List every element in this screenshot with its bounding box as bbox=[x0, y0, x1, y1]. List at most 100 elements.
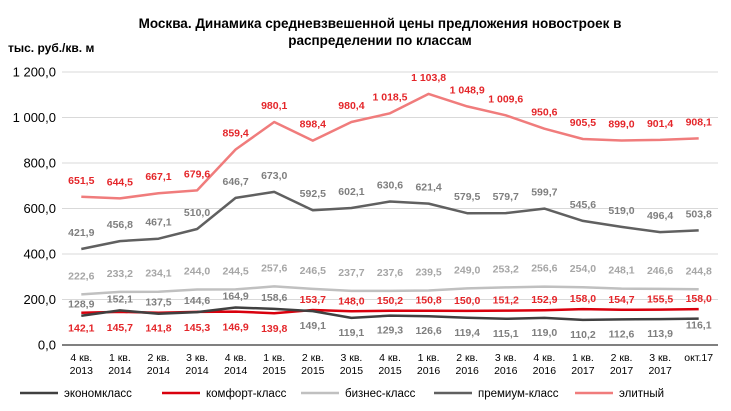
series-line-элитный bbox=[81, 92, 699, 200]
x-tick-label: 1 кв. 2017 bbox=[571, 352, 595, 377]
series-line-бизнес-класс bbox=[81, 285, 699, 296]
legend: экономкласс комфорт-класс бизнес-класс прем… bbox=[20, 388, 664, 400]
x-tick-label: 2 кв. 2015 bbox=[301, 352, 325, 377]
data-label: 116,1 bbox=[686, 320, 712, 332]
y-tick-label: 600,0 bbox=[23, 201, 56, 216]
data-label: 980,4 bbox=[338, 100, 364, 112]
data-label: 233,2 bbox=[107, 268, 133, 280]
data-label: 599,7 bbox=[531, 187, 557, 199]
data-label: 254,0 bbox=[570, 263, 596, 275]
data-label: 152,1 bbox=[107, 293, 133, 305]
data-label: 139,8 bbox=[261, 323, 287, 335]
data-label: 119,0 bbox=[532, 327, 558, 339]
data-label: 153,7 bbox=[300, 294, 326, 306]
data-label: 253,2 bbox=[493, 263, 519, 275]
data-label: 244,8 bbox=[686, 265, 712, 277]
series-line-премиум-класс bbox=[81, 190, 699, 251]
data-label: 602,1 bbox=[338, 186, 364, 198]
data-label: 137,5 bbox=[145, 297, 171, 309]
x-tick-label: 3 кв. 2014 bbox=[185, 352, 209, 377]
data-label: 503,8 bbox=[686, 208, 712, 220]
x-tick-label: 1 кв. 2015 bbox=[263, 352, 287, 377]
data-label: 456,8 bbox=[107, 219, 133, 231]
x-tick-label: 3 кв. 2015 bbox=[340, 352, 364, 377]
data-label: 908,1 bbox=[686, 116, 712, 128]
legend-label: премиум-класс bbox=[478, 388, 559, 400]
x-tick-label: 4 кв. 2013 bbox=[70, 352, 94, 377]
data-label: 621,4 bbox=[415, 182, 441, 194]
data-label: 115,1 bbox=[493, 328, 519, 340]
data-labels: 651,5 644,5 667,1 679,6 859,4 980,1 898,4 980,4… bbox=[68, 72, 712, 341]
data-label: 510,0 bbox=[184, 207, 210, 219]
data-label: 150,2 bbox=[377, 295, 403, 307]
data-label: 145,7 bbox=[107, 322, 133, 334]
data-label: 148,0 bbox=[338, 295, 364, 307]
y-tick-label: 0,0 bbox=[38, 338, 56, 353]
data-label: 1 018,5 bbox=[372, 91, 407, 103]
data-label: 651,5 bbox=[68, 175, 94, 187]
x-tick-label: окт.17 bbox=[684, 352, 713, 364]
data-label: 980,1 bbox=[261, 100, 287, 112]
data-label: 1 103,8 bbox=[411, 72, 446, 84]
data-label: 158,6 bbox=[261, 292, 287, 304]
data-label: 246,6 bbox=[647, 265, 673, 277]
x-tick-label: 3 кв. 2016 bbox=[494, 352, 518, 377]
data-label: 158,0 bbox=[686, 293, 712, 305]
data-label: 151,2 bbox=[493, 295, 519, 307]
data-label: 150,8 bbox=[415, 295, 441, 307]
data-label: 110,2 bbox=[570, 329, 596, 341]
x-tick-label: 1 кв. 2016 bbox=[417, 352, 441, 377]
legend-label: комфорт-класс bbox=[206, 388, 287, 400]
series-lines bbox=[81, 92, 699, 322]
x-tick-label: 2 кв. 2017 bbox=[610, 352, 634, 377]
data-label: 244,5 bbox=[223, 265, 249, 277]
data-label: 237,6 bbox=[377, 267, 403, 279]
chart-title-line1: Москва. Динамика средневзвешенной цены п… bbox=[139, 16, 622, 31]
data-label: 899,0 bbox=[608, 118, 634, 130]
x-tick-label: 4 кв. 2015 bbox=[378, 352, 402, 377]
y-axis-unit-label: тыс. руб./кв. м bbox=[8, 41, 94, 55]
data-label: 237,7 bbox=[338, 267, 364, 279]
data-label: 164,9 bbox=[223, 290, 249, 302]
data-label: 129,3 bbox=[377, 325, 403, 337]
data-label: 222,6 bbox=[68, 270, 94, 282]
data-label: 592,5 bbox=[300, 188, 326, 200]
data-label: 112,6 bbox=[609, 328, 635, 340]
data-label: 1 048,9 bbox=[450, 84, 485, 96]
data-label: 630,6 bbox=[377, 180, 403, 192]
legend-label: бизнес-класс bbox=[345, 388, 416, 400]
data-label: 146,9 bbox=[223, 322, 249, 334]
data-label: 248,1 bbox=[608, 265, 634, 277]
y-tick-label: 1 200,0 bbox=[13, 65, 56, 80]
data-label: 142,1 bbox=[68, 323, 94, 335]
y-tick-label: 1 000,0 bbox=[13, 110, 56, 125]
y-tick-label: 800,0 bbox=[23, 156, 56, 171]
data-label: 905,5 bbox=[570, 117, 596, 129]
x-tick-label: 2 кв. 2014 bbox=[147, 352, 171, 377]
data-label: 113,9 bbox=[647, 328, 673, 340]
data-label: 644,5 bbox=[107, 176, 133, 188]
data-label: 119,1 bbox=[339, 327, 365, 339]
data-label: 679,6 bbox=[184, 168, 210, 180]
data-label: 256,6 bbox=[531, 263, 557, 275]
data-label: 144,6 bbox=[184, 295, 210, 307]
data-label: 519,0 bbox=[608, 205, 634, 217]
chart-title-line2: распределении по классам bbox=[288, 33, 472, 48]
x-tick-label: 4 кв. 2016 bbox=[533, 352, 557, 377]
y-axis-ticks: 0,0 200,0 400,0 600,0 800,0 1 000,0 1 200,0 bbox=[13, 65, 56, 353]
data-label: 545,6 bbox=[570, 199, 596, 211]
data-label: 579,7 bbox=[493, 191, 519, 203]
data-label: 667,1 bbox=[145, 171, 171, 183]
x-axis-ticks: 4 кв. 2013 1 кв. 2014 2 кв. 2014 3 кв. 2014 4 кв… bbox=[70, 352, 714, 377]
data-label: 646,7 bbox=[223, 176, 249, 188]
x-tick-label: 4 кв. 2014 bbox=[224, 352, 248, 377]
y-tick-label: 400,0 bbox=[23, 247, 56, 262]
data-label: 150,0 bbox=[454, 295, 480, 307]
data-label: 126,6 bbox=[415, 325, 441, 337]
data-label: 950,6 bbox=[531, 107, 557, 119]
data-label: 154,7 bbox=[608, 294, 634, 306]
data-label: 859,4 bbox=[223, 127, 249, 139]
series-line-экономкласс bbox=[81, 306, 699, 322]
data-label: 119,4 bbox=[454, 327, 480, 339]
